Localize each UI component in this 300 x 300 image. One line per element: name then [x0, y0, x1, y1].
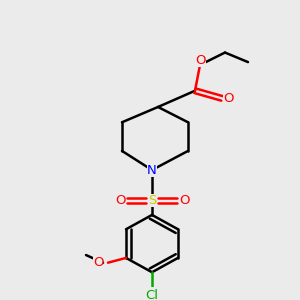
Text: O: O [223, 92, 233, 105]
Text: N: N [147, 164, 157, 178]
Text: O: O [115, 194, 125, 207]
Text: O: O [93, 256, 103, 269]
Text: O: O [179, 194, 189, 207]
Text: O: O [196, 54, 206, 67]
Text: S: S [148, 194, 156, 207]
Text: Cl: Cl [146, 289, 158, 300]
